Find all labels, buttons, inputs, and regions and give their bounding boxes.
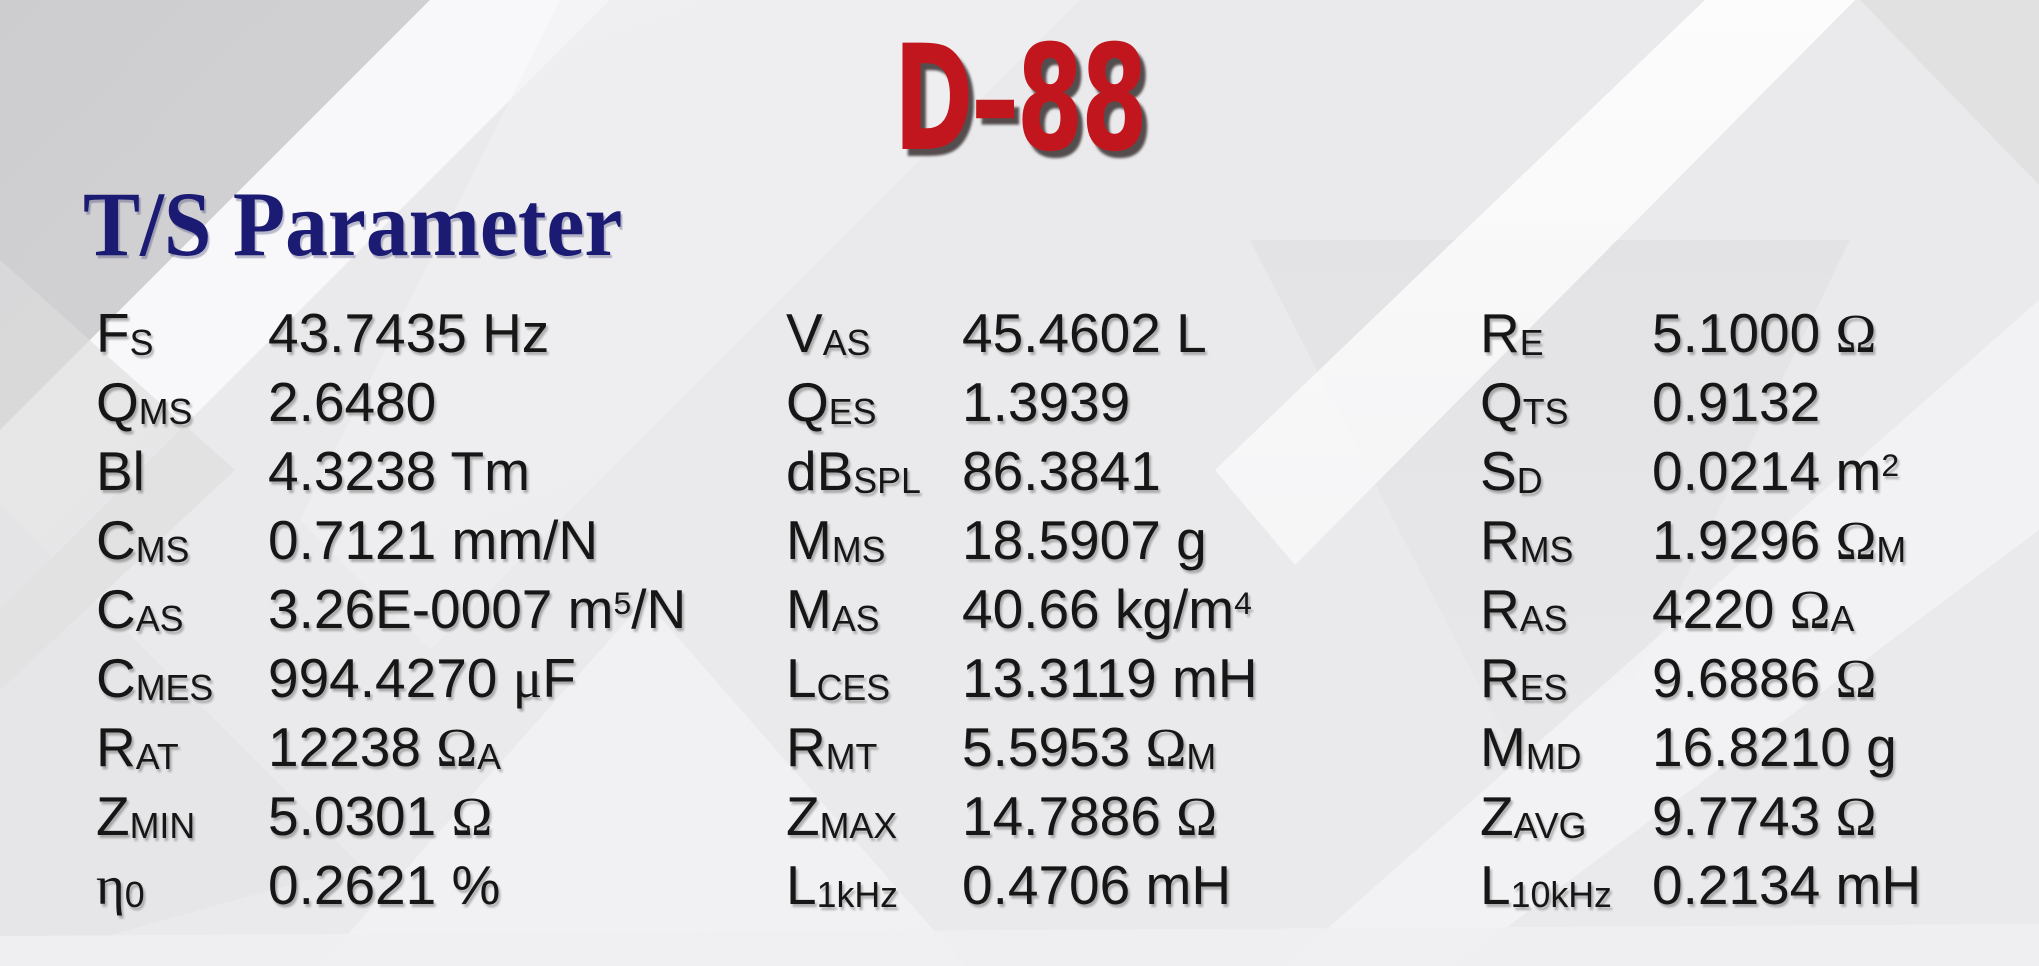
param-row-ZMIN: ZMIN 5.0301 Ω bbox=[96, 782, 686, 851]
param-row-CAS: CAS 3.26E-0007 m5/N bbox=[96, 575, 686, 644]
param-value: 14.7886 Ω bbox=[962, 785, 1217, 847]
param-value: 40.66 kg/m4 bbox=[962, 578, 1252, 640]
param-label: L10kHz bbox=[1480, 854, 1612, 916]
param-row-LCES: LCES 13.3119 mH bbox=[786, 644, 1258, 713]
param-row-RES: RES 9.6886 Ω bbox=[1480, 644, 1921, 713]
param-label: RMS bbox=[1480, 509, 1574, 571]
param-value: 5.5953 ΩM bbox=[962, 716, 1217, 778]
param-row-L1kHz: L1kHz 0.4706 mH bbox=[786, 851, 1258, 920]
param-row-CMES: CMES 994.4270 μF bbox=[96, 644, 686, 713]
param-row-RMS: RMS 1.9296 ΩM bbox=[1480, 506, 1921, 575]
param-row-QES: QES 1.3939 bbox=[786, 368, 1258, 437]
param-row-MMS: MMS 18.5907 g bbox=[786, 506, 1258, 575]
section-heading: T/S Parameter bbox=[83, 173, 623, 275]
param-value: 13.3119 mH bbox=[962, 647, 1258, 709]
param-label: RES bbox=[1480, 647, 1568, 709]
param-row-MAS: MAS 40.66 kg/m4 bbox=[786, 575, 1258, 644]
param-row-QTS: QTS 0.9132 bbox=[1480, 368, 1921, 437]
param-value: 12238 ΩA bbox=[268, 716, 501, 778]
param-label: MAS bbox=[786, 578, 880, 640]
param-value: 43.7435 Hz bbox=[268, 302, 550, 364]
param-label: QTS bbox=[1480, 371, 1569, 433]
param-label: FS bbox=[96, 302, 154, 364]
param-row-L10kHz: L10kHz 0.2134 mH bbox=[1480, 851, 1921, 920]
param-row-CMS: CMS 0.7121 mm/N bbox=[96, 506, 686, 575]
param-row-ZAVG: ZAVG 9.7743 Ω bbox=[1480, 782, 1921, 851]
param-label: SD bbox=[1480, 440, 1543, 502]
param-label: L1kHz bbox=[786, 854, 899, 916]
param-label: VAS bbox=[786, 302, 871, 364]
param-label: ZAVG bbox=[1480, 785, 1587, 847]
param-value: 9.7743 Ω bbox=[1652, 785, 1877, 847]
param-value: 1.9296 ΩM bbox=[1652, 509, 1907, 571]
param-label: RAT bbox=[96, 716, 179, 778]
param-label: QES bbox=[786, 371, 877, 433]
param-value: 1.3939 bbox=[962, 371, 1131, 433]
param-row-RAT: RAT 12238 ΩA bbox=[96, 713, 686, 782]
param-value: 5.1000 Ω bbox=[1652, 302, 1877, 364]
param-label: ZMAX bbox=[786, 785, 898, 847]
param-row-RAS: RAS 4220 ΩA bbox=[1480, 575, 1921, 644]
param-value: 0.2621 % bbox=[268, 854, 501, 916]
param-value: 16.8210 g bbox=[1652, 716, 1897, 778]
param-row-QMS: QMS 2.6480 bbox=[96, 368, 686, 437]
param-row-FS: FS 43.7435 Hz bbox=[96, 299, 686, 368]
param-row-Bl: Bl 4.3238 Tm bbox=[96, 437, 686, 506]
param-row-RE: RE 5.1000 Ω bbox=[1480, 299, 1921, 368]
param-value: 0.4706 mH bbox=[962, 854, 1232, 916]
parameter-table: FS 43.7435 Hz QMS 2.6480 Bl 4.3238 Tm CMS 0.712… bbox=[0, 299, 2039, 929]
param-value: 0.9132 bbox=[1652, 371, 1821, 433]
param-label: LCES bbox=[786, 647, 891, 709]
param-row-η0: η0 0.2621 % bbox=[96, 851, 686, 920]
param-row-RMT: RMT 5.5953 ΩM bbox=[786, 713, 1258, 782]
page-title: D–88 bbox=[893, 14, 1148, 184]
param-label: dBSPL bbox=[786, 440, 921, 502]
param-label: Bl bbox=[96, 440, 145, 502]
param-value: 5.0301 Ω bbox=[268, 785, 493, 847]
param-row-dBSPL: dBSPL 86.3841 bbox=[786, 437, 1258, 506]
param-column-2: VAS 45.4602 L QES 1.3939 dBSPL 86.3841 MMS 18.5… bbox=[786, 299, 1258, 920]
param-label: RMT bbox=[786, 716, 878, 778]
param-value: 994.4270 μF bbox=[268, 647, 576, 709]
param-label: MMD bbox=[1480, 716, 1582, 778]
param-value: 4220 ΩA bbox=[1652, 578, 1855, 640]
param-value: 18.5907 g bbox=[962, 509, 1207, 571]
param-row-ZMAX: ZMAX 14.7886 Ω bbox=[786, 782, 1258, 851]
param-row-SD: SD 0.0214 m2 bbox=[1480, 437, 1921, 506]
param-label: ZMIN bbox=[96, 785, 196, 847]
param-label: CMES bbox=[96, 647, 214, 709]
param-row-VAS: VAS 45.4602 L bbox=[786, 299, 1258, 368]
param-label: CMS bbox=[96, 509, 190, 571]
param-label: CAS bbox=[96, 578, 184, 640]
param-value: 0.7121 mm/N bbox=[268, 509, 599, 571]
param-value: 0.0214 m2 bbox=[1652, 440, 1900, 502]
param-value: 86.3841 bbox=[962, 440, 1161, 502]
param-value: 2.6480 bbox=[268, 371, 437, 433]
param-column-3: RE 5.1000 Ω QTS 0.9132 SD 0.0214 m2 RMS 1.9296 … bbox=[1480, 299, 1921, 920]
param-label: QMS bbox=[96, 371, 193, 433]
param-value: 3.26E-0007 m5/N bbox=[268, 578, 687, 640]
param-value: 45.4602 L bbox=[962, 302, 1207, 364]
param-label: RE bbox=[1480, 302, 1544, 364]
param-row-MMD: MMD 16.8210 g bbox=[1480, 713, 1921, 782]
param-column-1: FS 43.7435 Hz QMS 2.6480 Bl 4.3238 Tm CMS 0.712… bbox=[96, 299, 686, 920]
param-label: MMS bbox=[786, 509, 886, 571]
param-value: 0.2134 mH bbox=[1652, 854, 1922, 916]
param-label: η0 bbox=[96, 855, 145, 916]
param-value: 9.6886 Ω bbox=[1652, 647, 1877, 709]
param-value: 4.3238 Tm bbox=[268, 440, 530, 502]
param-label: RAS bbox=[1480, 578, 1568, 640]
